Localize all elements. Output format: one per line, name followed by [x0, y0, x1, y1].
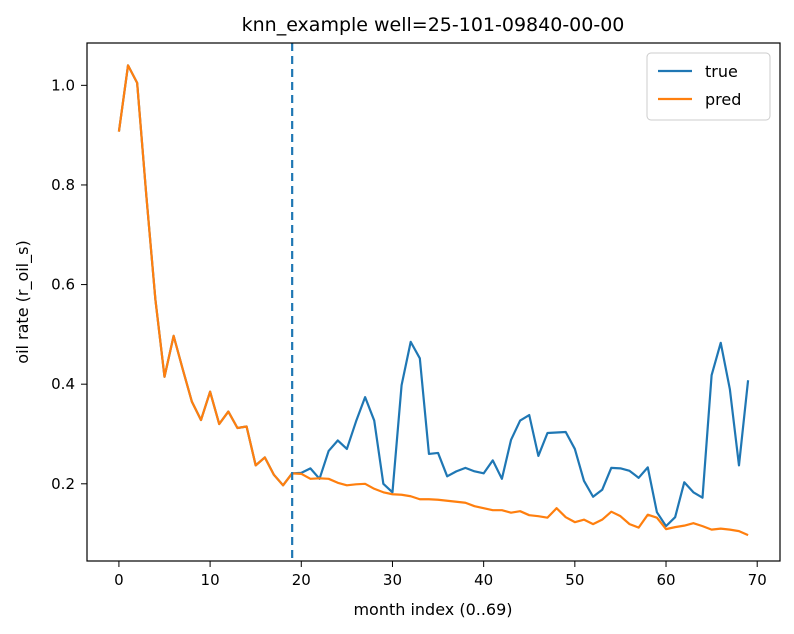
- x-tick-label: 10: [201, 571, 220, 589]
- legend: true pred: [646, 52, 771, 121]
- x-tick-label: 20: [292, 571, 311, 589]
- x-tick-label: 40: [474, 571, 493, 589]
- x-axis: 0 10 20 30 40 50 60 70: [114, 561, 767, 589]
- x-tick-label: 30: [383, 571, 402, 589]
- legend-label-pred: pred: [705, 90, 741, 109]
- y-tick-label: 0.2: [51, 475, 75, 493]
- y-tick-label: 0.6: [51, 276, 75, 294]
- legend-box: [646, 52, 771, 121]
- plot-frame: [86, 42, 781, 562]
- y-tick-label: 1.0: [51, 76, 75, 94]
- y-tick-label: 0.8: [51, 176, 75, 194]
- series-line-true: [117, 64, 750, 528]
- x-tick-label: 70: [748, 571, 767, 589]
- y-tick-label: 0.4: [51, 375, 75, 393]
- x-tick-label: 60: [656, 571, 675, 589]
- x-axis-title: month index (0..69): [353, 600, 512, 619]
- y-axis: 0.2 0.4 0.6 0.8 1.0: [51, 76, 87, 493]
- x-tick-label: 0: [114, 571, 124, 589]
- legend-label-true: true: [705, 62, 738, 81]
- chart-title: knn_example well=25-101-09840-00-00: [242, 14, 625, 36]
- plot-marks: [117, 43, 750, 561]
- x-tick-label: 50: [565, 571, 584, 589]
- y-axis-title: oil rate (r_oil_s): [13, 240, 33, 363]
- series-line-pred: [117, 64, 749, 537]
